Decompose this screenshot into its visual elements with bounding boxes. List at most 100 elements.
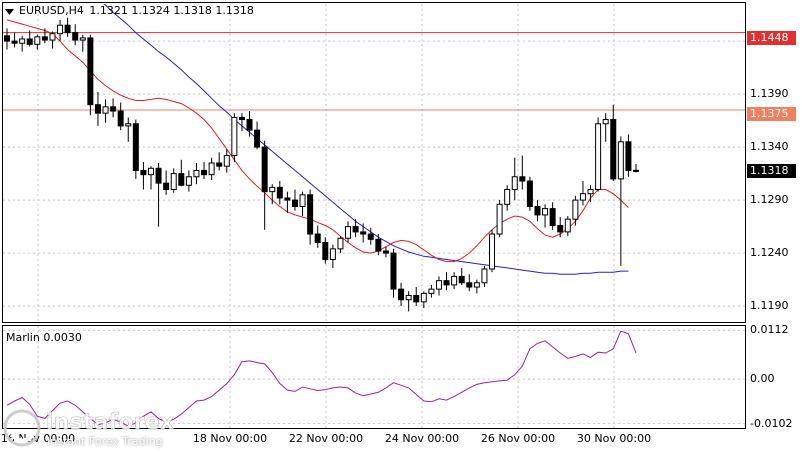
candle-3	[26, 30, 33, 47]
time-tick-label: 30 Nov 00:00	[576, 432, 652, 445]
candle-65	[496, 200, 503, 238]
candle-34	[261, 140, 268, 230]
candle-82	[625, 134, 632, 177]
instaforex-logo	[3, 409, 41, 447]
candle-37	[284, 191, 291, 213]
candle-35	[269, 184, 276, 205]
symbol-title: EURUSD,H4 1.1321 1.1324 1.1318 1.1318	[19, 5, 254, 17]
candle-2	[19, 35, 26, 52]
logo-circle-icon	[3, 409, 41, 447]
candle-body-down	[72, 32, 79, 41]
candle-59	[451, 272, 458, 290]
candle-51	[390, 248, 397, 298]
candle-body-up	[34, 36, 41, 45]
osc-tick-label: 0.00	[750, 372, 775, 386]
candle-42	[322, 237, 329, 264]
candle-20	[155, 163, 162, 227]
candle-body-down	[216, 162, 223, 167]
candle-36	[276, 181, 283, 205]
candle-body-up	[435, 280, 442, 290]
panel-frames	[2, 2, 746, 429]
ohlc-values: 1.1321 1.1324 1.1318 1.1318	[89, 4, 254, 17]
candle-33	[254, 121, 261, 150]
candle-38	[291, 189, 298, 211]
candle-body-up	[579, 193, 586, 201]
candle-61	[466, 274, 473, 292]
candle-body-down	[382, 250, 389, 254]
candle-body-up	[269, 186, 276, 193]
marlin-line	[6, 330, 637, 427]
candle-66	[504, 185, 511, 211]
candle-body-up	[329, 248, 336, 260]
candle-body-up	[420, 292, 427, 303]
candle-body-up	[473, 282, 480, 288]
candle-74	[564, 216, 571, 237]
watermark-tagline: Instant Forex Trading	[47, 435, 163, 448]
time-tick-label: 26 Nov 00:00	[480, 432, 556, 445]
candle-body-up	[595, 123, 602, 190]
oscillator-panel-frame	[2, 325, 746, 429]
grid	[3, 4, 745, 428]
candle-body-down	[549, 208, 556, 227]
candle-body-down	[26, 38, 33, 45]
candle-body-down	[375, 238, 382, 252]
level-tag-1448: 1.1448	[747, 31, 796, 45]
candle-64	[489, 229, 496, 273]
moving-averages	[6, 4, 629, 275]
candle-41	[314, 225, 321, 248]
price-tick-label: 1.1390	[750, 87, 789, 101]
candle-body-down	[314, 233, 321, 244]
candle-body-up	[587, 189, 594, 195]
candle-83	[633, 164, 639, 173]
candle-body-up	[49, 33, 56, 41]
candle-body-up	[57, 24, 64, 35]
candle-14	[110, 98, 117, 118]
candle-48	[367, 227, 374, 245]
candle-body-down	[466, 282, 473, 288]
candle-body-up	[405, 295, 412, 301]
watermark-brand: instaforex	[46, 410, 175, 436]
candle-body-down	[201, 169, 208, 176]
candle-49	[375, 234, 382, 256]
candle-body-down	[276, 186, 283, 199]
candle-72	[549, 202, 556, 230]
level-tag-1375: 1.1375	[747, 107, 796, 121]
candle-81	[617, 136, 624, 266]
candle-body-down	[155, 167, 162, 184]
candle-1	[11, 32, 18, 48]
chart-menu-triangle[interactable]	[5, 7, 14, 19]
candle-0	[4, 28, 10, 50]
candle-11	[87, 34, 94, 116]
candle-body-up	[504, 189, 511, 205]
candle-80	[610, 104, 617, 182]
candle-body-down	[458, 275, 465, 284]
candle-68	[519, 155, 526, 190]
candle-27	[208, 157, 215, 180]
candle-53	[405, 291, 412, 312]
candle-body-up	[602, 119, 609, 125]
candle-54	[413, 287, 420, 307]
candle-body-up	[125, 123, 132, 127]
candle-body-up	[223, 155, 230, 167]
candle-8	[64, 17, 71, 37]
candle-body-down	[64, 24, 71, 34]
candle-25	[193, 163, 200, 185]
candle-body-up	[511, 176, 518, 190]
candle-body-down	[246, 119, 253, 131]
candle-body-down	[526, 180, 533, 207]
price-tick-label: 1.1190	[750, 299, 789, 313]
candle-body-down	[390, 252, 397, 290]
candle-21	[163, 170, 170, 195]
candle-body-up	[102, 106, 109, 114]
candle-body-down	[110, 106, 117, 112]
time-tick-label: 22 Nov 00:00	[288, 432, 364, 445]
candle-body-down	[117, 110, 124, 127]
candle-16	[125, 117, 132, 142]
candle-43	[329, 244, 336, 268]
chevron-down-icon[interactable]	[5, 9, 14, 16]
candle-body-down	[254, 129, 261, 148]
candle-body-up	[572, 199, 579, 220]
candle-19	[147, 166, 154, 190]
candle-31	[238, 113, 245, 132]
candle-17	[132, 119, 139, 179]
